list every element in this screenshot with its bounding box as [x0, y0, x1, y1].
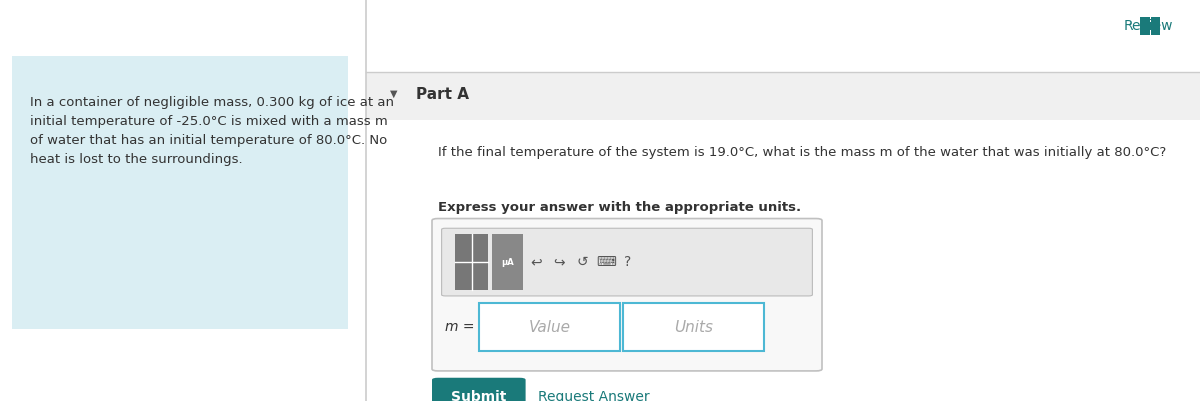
Text: Submit: Submit: [451, 391, 506, 401]
FancyBboxPatch shape: [623, 304, 764, 351]
FancyBboxPatch shape: [455, 234, 488, 290]
FancyBboxPatch shape: [366, 72, 1200, 120]
Text: ▼: ▼: [390, 89, 397, 99]
Text: ↩: ↩: [530, 255, 542, 269]
Text: Units: Units: [674, 320, 713, 335]
Text: ↺: ↺: [576, 255, 588, 269]
FancyBboxPatch shape: [12, 56, 348, 329]
Text: If the final temperature of the system is 19.0°C, what is the mass m of the wate: If the final temperature of the system i…: [438, 146, 1166, 159]
Text: Part A: Part A: [416, 87, 469, 102]
Text: ?: ?: [624, 255, 631, 269]
Text: m =: m =: [445, 320, 475, 334]
Text: Value: Value: [529, 320, 571, 335]
FancyBboxPatch shape: [1140, 17, 1150, 35]
FancyBboxPatch shape: [432, 219, 822, 371]
FancyBboxPatch shape: [492, 234, 523, 290]
Text: In a container of negligible mass, 0.300 kg of ice at an
initial temperature of : In a container of negligible mass, 0.300…: [30, 96, 394, 166]
Text: ⌨: ⌨: [596, 255, 616, 269]
Text: Review: Review: [1124, 19, 1174, 33]
FancyBboxPatch shape: [442, 228, 812, 296]
Text: μA: μA: [502, 257, 514, 267]
Text: Express your answer with the appropriate units.: Express your answer with the appropriate…: [438, 200, 802, 213]
FancyBboxPatch shape: [432, 378, 526, 401]
FancyBboxPatch shape: [1151, 17, 1160, 35]
Text: ↪: ↪: [553, 255, 565, 269]
FancyBboxPatch shape: [479, 304, 620, 351]
Text: Request Answer: Request Answer: [538, 391, 649, 401]
